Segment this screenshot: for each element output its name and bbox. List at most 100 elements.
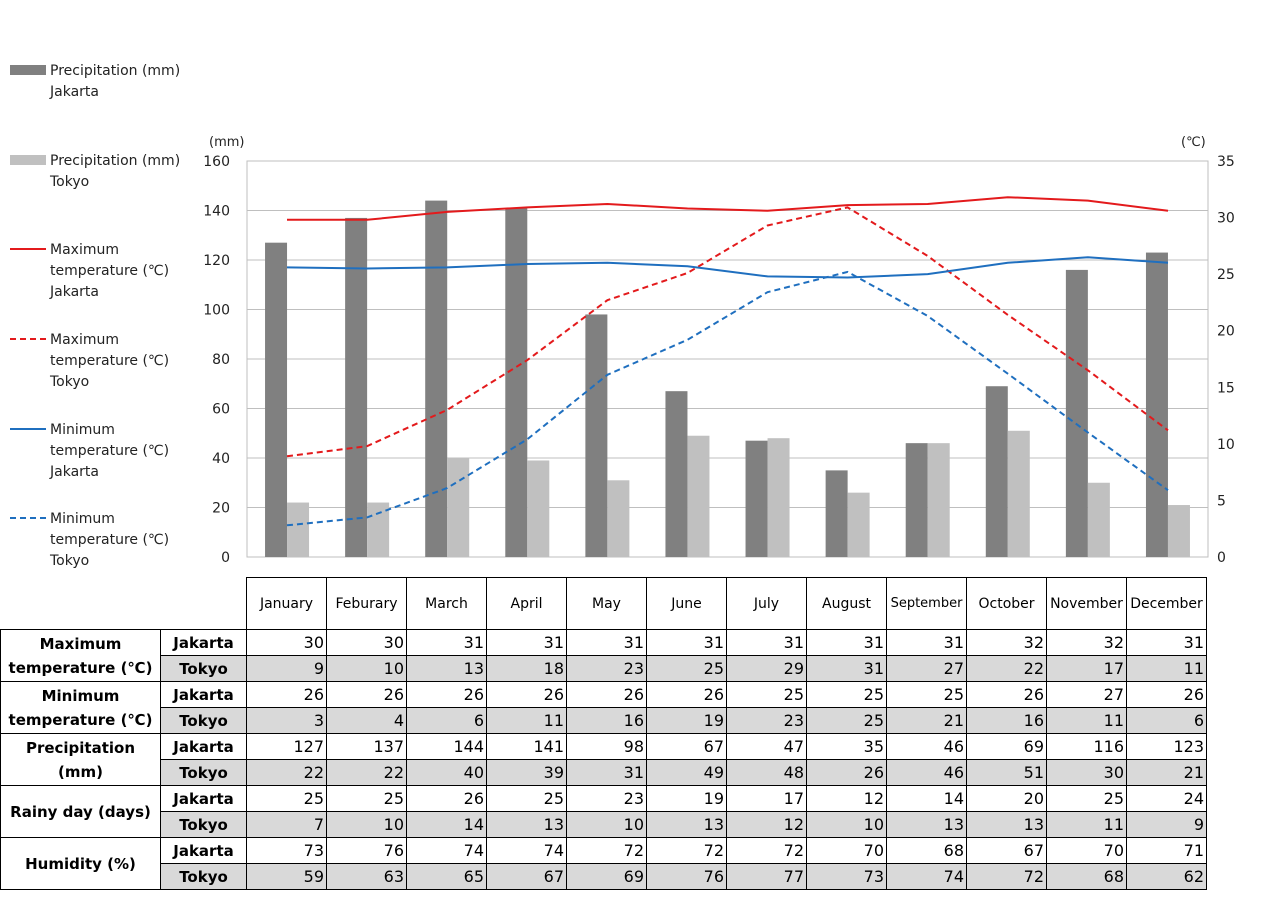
table-cell: 19: [646, 785, 727, 812]
bar-tokyo: [367, 502, 390, 557]
city-label: Jakarta: [160, 629, 247, 656]
table-cell: 65: [406, 863, 487, 890]
month-header-row: January Feburary March April May June July Augu…: [1, 577, 1207, 630]
city-label: Tokyo: [160, 655, 247, 682]
table-cell: 40: [406, 759, 487, 786]
table-cell: 17: [726, 785, 807, 812]
bar-jakarta: [585, 314, 608, 557]
table-cell: 70: [806, 837, 887, 864]
table-cell: 49: [646, 759, 727, 786]
table-cell: 39: [486, 759, 567, 786]
table-cell: 26: [1126, 681, 1207, 708]
table-cell: 24: [1126, 785, 1207, 812]
table-cell: 27: [1046, 681, 1127, 708]
table-cell: 46: [886, 733, 967, 760]
bar-tokyo: [287, 502, 310, 557]
table-row: Maximum temperature (℃) Jakarta 30 30 31 31 31…: [0, 629, 1207, 682]
table-cell: 74: [886, 863, 967, 890]
table-cell: 73: [806, 863, 887, 890]
table-cell: 46: [886, 759, 967, 786]
table-corner: [161, 578, 247, 630]
legend-label: Tokyo: [49, 374, 89, 390]
table-cell: 144: [406, 733, 487, 760]
left-tick-label: 140: [203, 204, 230, 220]
table-cell: 137: [326, 733, 407, 760]
table-cell: 32: [966, 629, 1047, 656]
bar-jakarta: [665, 391, 688, 557]
table-cell: 26: [646, 681, 727, 708]
bar-tokyo: [767, 438, 790, 557]
table-cell: 67: [966, 837, 1047, 864]
table-cell: 26: [966, 681, 1047, 708]
right-tick-label: 30: [1217, 211, 1235, 227]
month-header: May: [566, 577, 647, 630]
table-cell: 63: [326, 863, 407, 890]
table-cell: 11: [1046, 811, 1127, 838]
month-header: August: [806, 577, 887, 630]
table-cell: 62: [1126, 863, 1207, 890]
legend-label: Tokyo: [49, 553, 89, 569]
table-cell: 13: [646, 811, 727, 838]
left-tick-label: 160: [203, 154, 230, 170]
table-cell: 25: [806, 707, 887, 734]
month-header: November: [1046, 577, 1127, 630]
bar-jakarta: [985, 386, 1008, 557]
table-cell: 22: [246, 759, 327, 786]
month-header: October: [966, 577, 1047, 630]
legend-label: Jakarta: [49, 464, 99, 480]
bar-jakarta: [1145, 252, 1168, 557]
table-cell: 3: [246, 707, 327, 734]
legend-label: temperature (℃): [50, 443, 169, 459]
month-header: Feburary: [326, 577, 407, 630]
city-label: Tokyo: [160, 707, 247, 734]
table-cell: 72: [646, 837, 727, 864]
right-tick-label: 15: [1217, 380, 1235, 396]
metric-label: Minimum temperature (℃): [0, 681, 161, 734]
legend-label: Jakarta: [49, 84, 99, 100]
table-cell: 30: [1046, 759, 1127, 786]
table-cell: 31: [646, 629, 727, 656]
bar-jakarta: [905, 443, 928, 557]
table-cell: 69: [966, 733, 1047, 760]
table-row: Rainy day (days) Jakarta 25 25 26 25 23 19 17 12 1…: [0, 785, 1207, 838]
legend-label: temperature (℃): [50, 353, 169, 369]
table-cell: 31: [486, 629, 567, 656]
city-label: Jakarta: [160, 785, 247, 812]
table-cell: 25: [486, 785, 567, 812]
bar-jakarta: [425, 200, 448, 557]
table-cell: 10: [806, 811, 887, 838]
month-header: April: [486, 577, 567, 630]
table-cell: 30: [246, 629, 327, 656]
table-row: Minimum temperature (℃) Jakarta 26 26 26 26 26…: [0, 681, 1207, 734]
table-cell: 73: [246, 837, 327, 864]
table-cell: 51: [966, 759, 1047, 786]
table-cell: 14: [406, 811, 487, 838]
bar-tokyo: [927, 443, 950, 557]
table-cell: 116: [1046, 733, 1127, 760]
legend-label: Maximum: [50, 332, 119, 348]
city-label: Jakarta: [160, 681, 247, 708]
table-cell: 21: [886, 707, 967, 734]
table-cell: 26: [806, 759, 887, 786]
right-tick-label: 0: [1217, 550, 1226, 566]
month-header: July: [726, 577, 807, 630]
bar-tokyo: [447, 458, 470, 557]
table-cell: 59: [246, 863, 327, 890]
bar-jakarta: [345, 217, 368, 558]
table-cell: 76: [646, 863, 727, 890]
legend-label: Jakarta: [49, 284, 99, 300]
table-cell: 31: [1126, 629, 1207, 656]
left-tick-label: 20: [212, 501, 230, 517]
bar-tokyo: [847, 492, 870, 557]
city-label: Jakarta: [160, 733, 247, 760]
legend-label: Tokyo: [49, 174, 89, 190]
table-cell: 7: [246, 811, 327, 838]
left-tick-label: 100: [203, 303, 230, 319]
table-cell: 29: [726, 655, 807, 682]
table-cell: 11: [1046, 707, 1127, 734]
metric-label: Humidity (%): [0, 837, 161, 890]
table-cell: 30: [326, 629, 407, 656]
table-cell: 9: [246, 655, 327, 682]
table-cell: 19: [646, 707, 727, 734]
left-tick-label: 0: [221, 550, 230, 566]
